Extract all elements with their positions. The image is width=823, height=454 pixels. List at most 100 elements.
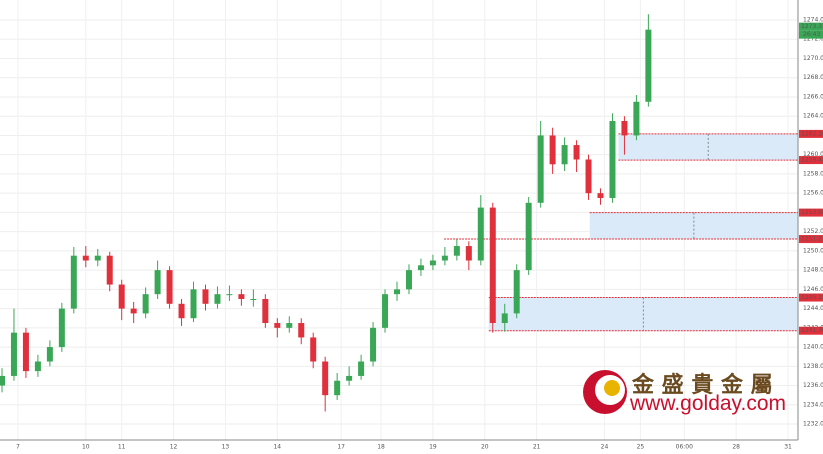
- candle-body: [382, 294, 389, 328]
- x-tick-label: 06:00: [676, 444, 693, 451]
- y-tick-label: 1234.00: [803, 401, 823, 408]
- watermark: 金 盛 貴 金 屬 www.golday.com: [583, 370, 786, 415]
- y-tick-label: 1274.00: [803, 17, 823, 24]
- x-tick-label: 18: [377, 444, 385, 451]
- candle-body: [238, 294, 245, 299]
- candle-body: [10, 332, 17, 376]
- candle-body: [453, 246, 460, 256]
- candle-body: [525, 202, 532, 271]
- price-tag: [799, 208, 823, 217]
- candle-body: [358, 361, 365, 376]
- candle-body: [346, 375, 353, 381]
- axes: 1232.001234.001236.001238.001240.001242.…: [16, 17, 823, 451]
- x-tick-label: 19: [429, 444, 437, 451]
- price-tag: [799, 326, 823, 335]
- y-tick-label: 1260.00: [803, 151, 823, 158]
- candle-body: [130, 308, 137, 314]
- price-tag: [799, 293, 823, 302]
- candle-body: [106, 255, 113, 285]
- price-tag-label: 1241.70: [801, 327, 823, 334]
- y-tick-label: 1236.00: [803, 382, 823, 389]
- x-tick-label: 14: [273, 444, 281, 451]
- countdown: 26:43: [803, 31, 820, 38]
- zones: [444, 133, 798, 332]
- price-tag-label: 1251.23: [801, 236, 823, 243]
- candle-body: [405, 270, 412, 290]
- price-tag-label: 1245.15: [801, 294, 823, 301]
- candle-body: [370, 327, 377, 362]
- price-tag: [799, 156, 823, 165]
- candle-body: [274, 323, 281, 328]
- brand: 金 盛 貴 金 屬: [631, 372, 773, 398]
- candle-body: [58, 308, 65, 348]
- candle-body: [549, 135, 556, 165]
- x-tick-label: 17: [337, 444, 345, 451]
- candle-body: [537, 135, 544, 203]
- price-tag: [799, 129, 823, 138]
- candle-body: [178, 303, 185, 319]
- candle-body: [34, 361, 41, 372]
- candle-body: [441, 255, 448, 261]
- y-tick-label: 1256.00: [803, 190, 823, 197]
- price-tag: [799, 235, 823, 244]
- candle-body: [609, 121, 616, 198]
- price-tag-label: 1273.31: [801, 23, 823, 30]
- candle-body: [645, 29, 652, 102]
- candle-body: [501, 313, 508, 324]
- candle-body: [82, 255, 89, 261]
- candle-body: [489, 207, 496, 324]
- candle-body: [262, 298, 269, 324]
- y-tick-label: 1244.00: [803, 305, 823, 312]
- candle-body: [298, 323, 305, 338]
- candle-body: [429, 260, 436, 266]
- x-tick-label: 28: [732, 444, 740, 451]
- candle-body: [417, 265, 424, 271]
- candle-body: [0, 375, 5, 386]
- candle-body: [513, 270, 520, 314]
- candle-body: [190, 289, 197, 319]
- price-tag-label: 1259.44: [801, 157, 823, 164]
- y-tick-label: 1264.00: [803, 113, 823, 120]
- candle-body: [70, 255, 77, 309]
- y-tick-label: 1268.00: [803, 74, 823, 81]
- candle-body: [561, 145, 568, 165]
- candle-body: [46, 347, 53, 362]
- x-tick-label: 10: [82, 444, 90, 451]
- candle-body: [226, 294, 233, 296]
- candle-body: [322, 361, 329, 396]
- y-tick-label: 1250.00: [803, 247, 823, 254]
- candle-body: [22, 332, 29, 372]
- y-tick-label: 1272.00: [803, 36, 823, 43]
- x-tick-label: 24: [601, 444, 609, 451]
- price-tag-label: 1253.98: [801, 209, 823, 216]
- x-tick-label: 12: [170, 444, 178, 451]
- x-tick-label: 13: [222, 444, 230, 451]
- candle-body: [310, 337, 317, 362]
- candle-body: [250, 298, 257, 300]
- y-tick-label: 1246.00: [803, 286, 823, 293]
- x-tick-label: 21: [533, 444, 541, 451]
- candle-body: [334, 380, 341, 396]
- y-tick-label: 1258.00: [803, 170, 823, 177]
- price-tag: [799, 22, 823, 31]
- candle-body: [465, 246, 472, 261]
- x-tick-label: 20: [481, 444, 489, 451]
- price-tag-label: 1262.16: [801, 130, 823, 137]
- candle-body: [202, 289, 209, 304]
- candle-body: [477, 207, 484, 261]
- x-tick-label: 7: [16, 444, 20, 451]
- candles: [0, 14, 652, 412]
- y-tick-label: 1266.00: [803, 93, 823, 100]
- candle-body: [166, 270, 173, 304]
- candle-body: [633, 101, 640, 136]
- candle-body: [597, 193, 604, 198]
- candle-body: [94, 255, 101, 261]
- candle-body: [585, 159, 592, 194]
- y-tick-label: 1240.00: [803, 344, 823, 351]
- x-tick-label: 25: [637, 444, 645, 451]
- y-tick-label: 1238.00: [803, 363, 823, 370]
- candle-body: [394, 289, 401, 295]
- x-tick-label: 31: [784, 444, 792, 451]
- y-tick-label: 1252.00: [803, 228, 823, 235]
